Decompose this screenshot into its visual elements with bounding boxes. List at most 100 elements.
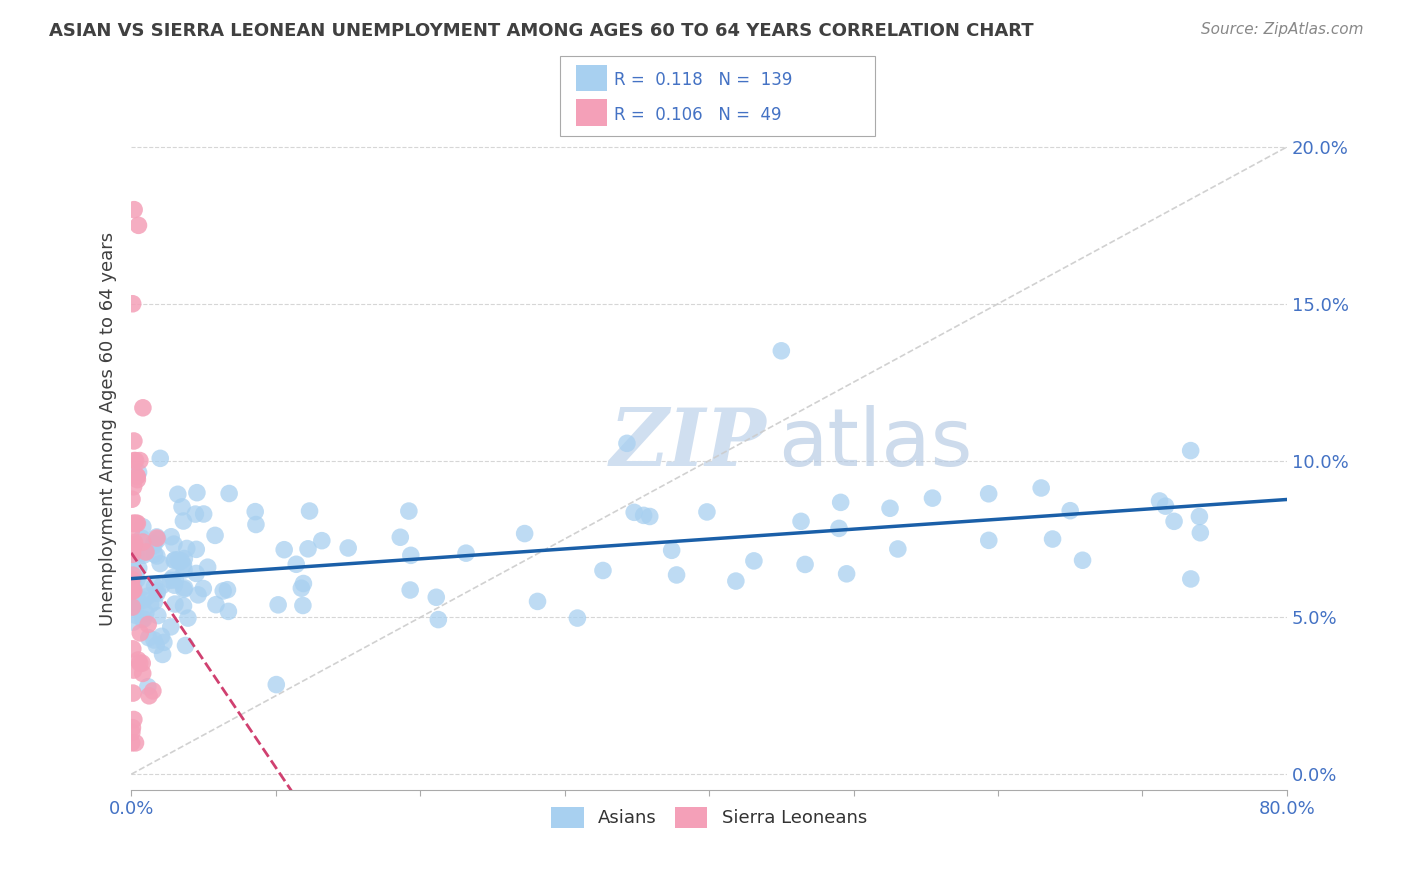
Legend: Asians, Sierra Leoneans: Asians, Sierra Leoneans: [544, 800, 875, 835]
Point: [633, 508, 655, 523]
Point: [122, 686, 145, 700]
Point: [125, 548, 148, 562]
Point: [696, 505, 718, 519]
Point: [1180, 572, 1202, 586]
Point: [290, 581, 312, 595]
Point: [173, 551, 195, 566]
Point: [124, 453, 146, 467]
Point: [162, 571, 184, 585]
Point: [742, 554, 765, 568]
Point: [150, 629, 173, 643]
Point: [139, 597, 162, 611]
Point: [217, 582, 239, 597]
Point: [1189, 525, 1212, 540]
Point: [142, 684, 165, 698]
Point: [127, 653, 149, 667]
Point: [122, 568, 145, 582]
Point: [184, 507, 207, 521]
Point: [128, 656, 150, 670]
Point: [297, 541, 319, 556]
Point: [120, 541, 142, 556]
Point: [146, 531, 169, 545]
Point: [122, 453, 145, 467]
Point: [152, 648, 174, 662]
Point: [159, 574, 181, 588]
Point: [212, 583, 235, 598]
Point: [921, 491, 943, 505]
Point: [794, 558, 817, 572]
Point: [170, 554, 193, 568]
Point: [149, 557, 172, 571]
Point: [167, 553, 190, 567]
Point: [122, 538, 145, 552]
Point: [169, 555, 191, 569]
Point: [127, 219, 149, 233]
Point: [1154, 499, 1177, 513]
Point: [122, 434, 145, 448]
Point: [136, 680, 159, 694]
Point: [163, 553, 186, 567]
Point: [592, 564, 614, 578]
Point: [142, 539, 165, 553]
Point: [1042, 532, 1064, 546]
Point: [120, 575, 142, 590]
Point: [567, 611, 589, 625]
Point: [121, 573, 143, 587]
Point: [150, 579, 173, 593]
Point: [125, 469, 148, 483]
Point: [173, 599, 195, 613]
Point: [879, 501, 901, 516]
Point: [977, 487, 1000, 501]
Point: [146, 586, 169, 600]
Text: atlas: atlas: [779, 405, 973, 483]
Point: [977, 533, 1000, 548]
Point: [176, 541, 198, 556]
Point: [124, 535, 146, 549]
Point: [1031, 481, 1053, 495]
Point: [887, 541, 910, 556]
Point: [1071, 553, 1094, 567]
Point: [122, 516, 145, 531]
Point: [146, 608, 169, 623]
Point: [186, 566, 208, 581]
Point: [1163, 514, 1185, 528]
Point: [425, 591, 447, 605]
Point: [121, 582, 143, 597]
Point: [170, 500, 193, 514]
Point: [149, 451, 172, 466]
Point: [165, 573, 187, 587]
Point: [163, 553, 186, 567]
Point: [121, 596, 143, 610]
Point: [526, 594, 548, 608]
Point: [121, 543, 143, 558]
Point: [121, 584, 143, 599]
Point: [724, 574, 747, 588]
Point: [163, 537, 186, 551]
Point: [132, 520, 155, 534]
Point: [121, 736, 143, 750]
Point: [153, 635, 176, 649]
Point: [122, 480, 145, 494]
Point: [623, 505, 645, 519]
Point: [122, 516, 145, 531]
Point: [160, 530, 183, 544]
Point: [121, 557, 143, 571]
Point: [131, 657, 153, 671]
Point: [399, 582, 422, 597]
Point: [173, 581, 195, 595]
Point: [163, 578, 186, 592]
Point: [217, 604, 239, 618]
Point: [124, 542, 146, 557]
Point: [159, 620, 181, 634]
Point: [122, 615, 145, 630]
Point: [131, 531, 153, 545]
Point: [129, 626, 152, 640]
Point: [127, 516, 149, 531]
Point: [173, 582, 195, 597]
Point: [132, 535, 155, 549]
Point: [638, 509, 661, 524]
Point: [132, 666, 155, 681]
Point: [454, 546, 477, 560]
Point: [132, 401, 155, 415]
Point: [146, 533, 169, 547]
